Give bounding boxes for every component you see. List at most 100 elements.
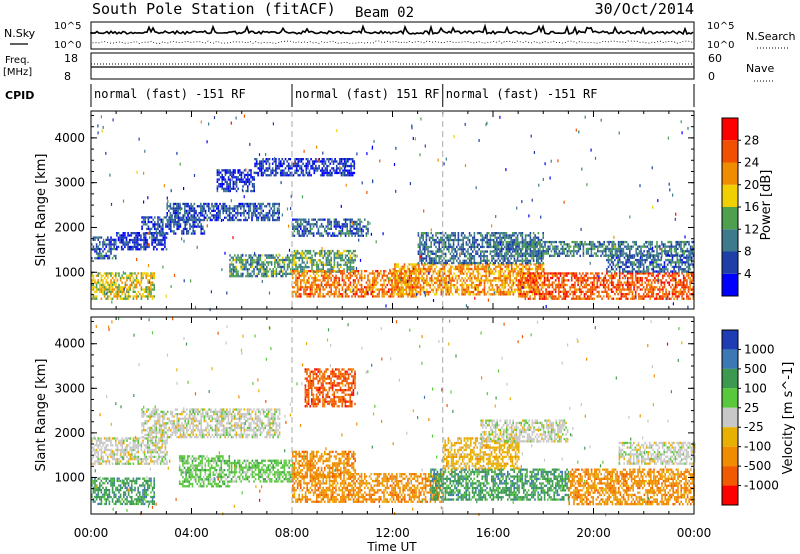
heatmap-cell [235, 178, 238, 181]
heatmap-cell [482, 290, 484, 294]
nsearch-line [90, 40, 695, 44]
heatmap-cell [185, 205, 188, 208]
heatmap-cell [285, 275, 287, 278]
heatmap-cell [375, 288, 377, 291]
heatmap-cell [312, 295, 315, 298]
heatmap-cell [351, 274, 353, 277]
heatmap-cell [216, 180, 219, 183]
heatmap-cell [304, 266, 307, 269]
heatmap-cell [579, 243, 581, 246]
heatmap-cell [197, 225, 199, 228]
heatmap-cell [507, 274, 510, 278]
heatmap-cell [427, 245, 429, 249]
heatmap-cell [150, 227, 153, 231]
heatmap-cell [541, 250, 543, 253]
heatmap-cell [348, 252, 350, 255]
heatmap-cell [303, 225, 305, 228]
heatmap-cell [229, 258, 231, 262]
heatmap-cell [504, 281, 507, 284]
heatmap-cell [151, 288, 154, 291]
heatmap-cell [475, 279, 478, 282]
heatmap-cell [240, 207, 242, 210]
heatmap-cell [121, 276, 123, 280]
heatmap-cell [142, 218, 145, 221]
heatmap-cell [496, 254, 498, 257]
heatmap-cell [274, 265, 276, 269]
heatmap-cell [480, 284, 483, 287]
heatmap-cell [364, 286, 366, 289]
heatmap-cell [143, 245, 145, 249]
freq-panel-frame [90, 52, 695, 80]
heatmap-cell [307, 174, 309, 177]
heatmap-cell [303, 164, 306, 168]
heatmap-cell [395, 288, 398, 291]
heatmap-cell [140, 243, 142, 246]
heatmap-cell [435, 293, 438, 296]
heatmap-cell [513, 254, 516, 257]
heatmap-cell [601, 245, 604, 248]
heatmap-cell [566, 254, 569, 257]
heatmap-cell [177, 216, 180, 219]
heatmap-cell [432, 238, 434, 242]
heatmap-cell [173, 220, 175, 224]
heatmap-cell [262, 268, 265, 271]
heatmap-cell [162, 238, 165, 242]
heatmap-cell [296, 281, 299, 284]
heatmap-cell [421, 263, 423, 266]
heatmap-cell [427, 255, 429, 258]
heatmap-cell [670, 252, 673, 255]
heatmap-cell [461, 270, 463, 273]
heatmap-cell [576, 250, 578, 253]
heatmap-cell [317, 263, 320, 266]
heatmap-cell [172, 218, 175, 222]
heatmap-cell [446, 284, 449, 287]
heatmap-cell [176, 216, 178, 219]
heatmap-cell [510, 284, 513, 287]
heatmap-cell [286, 254, 289, 257]
heatmap-cell [434, 270, 436, 273]
heatmap-cell [518, 241, 520, 244]
heatmap-cell [242, 268, 244, 271]
heatmap-cell [555, 250, 557, 253]
heatmap-cell [317, 266, 320, 269]
heatmap-cell [295, 256, 297, 260]
heatmap-cell [474, 274, 476, 278]
heatmap-cell [348, 249, 350, 253]
heatmap-cell [428, 257, 431, 260]
heatmap-cell [201, 205, 204, 208]
heatmap-cell [232, 171, 235, 174]
heatmap-cell [656, 252, 658, 255]
heatmap-cell [336, 270, 339, 273]
heatmap-cell [621, 250, 623, 253]
heatmap-cell [295, 263, 297, 266]
heatmap-cell [115, 283, 117, 287]
heatmap-cell [499, 265, 502, 268]
heatmap-cell [144, 223, 146, 226]
heatmap-cell [534, 290, 537, 294]
heatmap-cell [509, 243, 511, 246]
heatmap-cell [189, 218, 191, 221]
heatmap-cell [160, 227, 162, 231]
heatmap-cell [351, 160, 354, 163]
heatmap-cell [289, 167, 292, 170]
heatmap-cell [417, 243, 420, 246]
heatmap-cell [545, 240, 548, 244]
heatmap-cell [284, 158, 287, 161]
heatmap-cell [245, 268, 247, 271]
heatmap-cell [264, 216, 266, 219]
heatmap-cell [536, 245, 538, 248]
heatmap-cell [483, 267, 486, 271]
heatmap-cell [466, 263, 468, 266]
heatmap-cell [412, 295, 414, 298]
heatmap-cell [233, 205, 236, 208]
heatmap-cell [509, 272, 511, 275]
heatmap-cell [135, 295, 138, 298]
heatmap-cell [274, 256, 276, 259]
heatmap-cell [311, 270, 313, 273]
heatmap-cell [525, 252, 527, 255]
heatmap-cell [525, 250, 527, 253]
heatmap-cell [233, 209, 236, 212]
heatmap-cell [234, 180, 236, 183]
heatmap-cell [293, 249, 296, 253]
heatmap-cell [240, 275, 242, 278]
